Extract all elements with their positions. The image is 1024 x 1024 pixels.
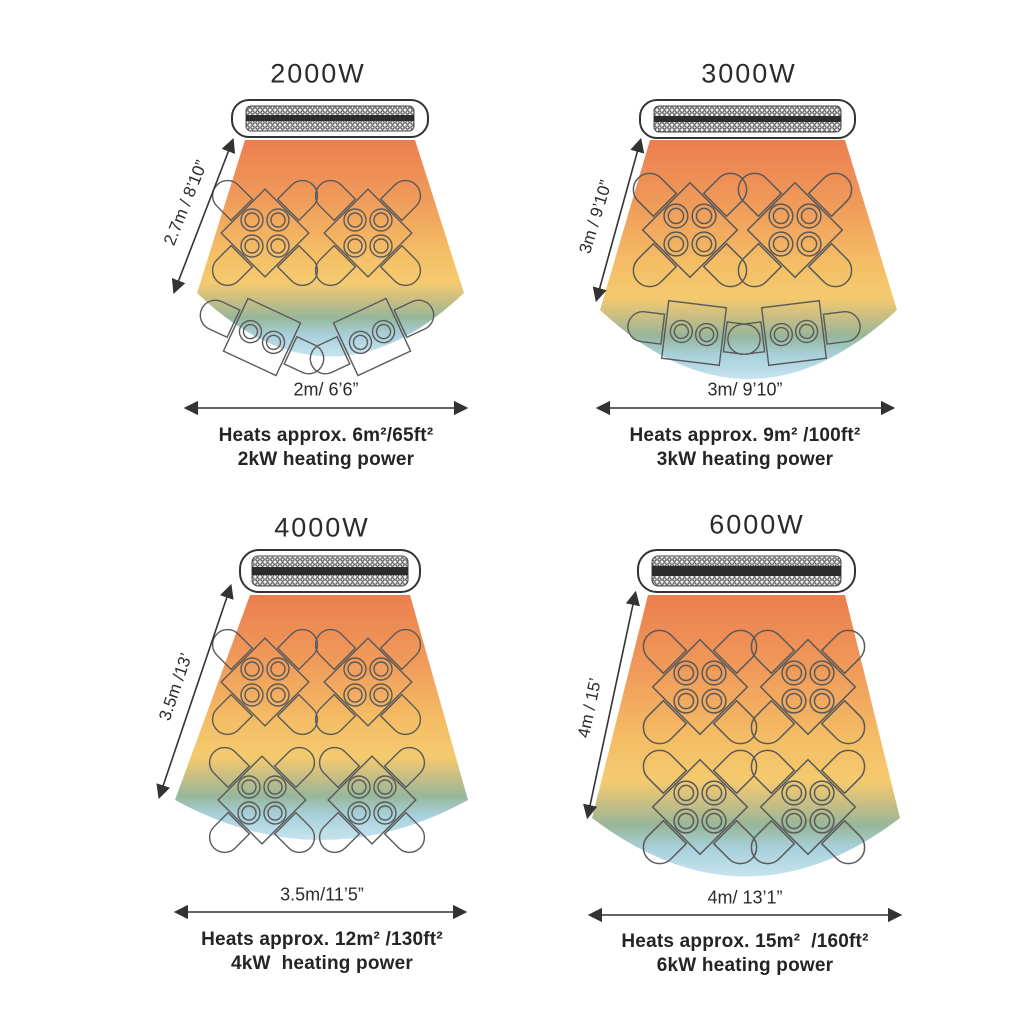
heating-power-label: 2kW heating power [237, 449, 415, 470]
heating-power-label: 4kW heating power [230, 953, 414, 974]
panel-title: 2000W [270, 58, 366, 89]
heats-area-label: Heats approx. 15m² /160ft² [621, 931, 869, 952]
heat-beam [592, 595, 900, 877]
panel-title: 3000W [701, 58, 797, 89]
heater-icon [239, 549, 421, 593]
panel-title: 6000W [709, 509, 805, 540]
heat-beam [197, 140, 464, 357]
width-dimension-label: 4m/ 13’1” [707, 887, 783, 908]
diagonal-dimension-arrow [583, 590, 640, 820]
heater-diagram-2000w [171, 99, 469, 416]
width-dimension-label: 3.5m/11’5” [280, 884, 364, 905]
heat-beam [600, 140, 897, 379]
width-dimension-label: 3m/ 9’10” [707, 379, 783, 400]
heating-power-label: 6kW heating power [656, 955, 834, 976]
panel-2000w: 2000W 2.7m / 8’10” 2m/ 6’6” Heats approx… [0, 0, 512, 512]
diagonal-dimension-arrow [171, 137, 236, 295]
heater-icon [639, 99, 856, 139]
diagonal-dimension-arrow [156, 583, 234, 800]
heater-icon [637, 549, 856, 593]
panel-3000w: 3000W 3m / 9’10” 3m/ 9’10” Heats approx.… [512, 0, 1024, 512]
heats-area-label: Heats approx. 12m² /130ft² [201, 929, 443, 950]
diagonal-dimension-arrow [592, 137, 645, 303]
panel-6000w: 6000W 4m / 15’ 4m/ 13’1” Heats approx. 1… [512, 509, 1024, 1024]
heats-area-label: Heats approx. 9m² /100ft² [629, 425, 861, 446]
heater-diagram-3000w [592, 99, 897, 416]
heater-diagram-4000w [156, 549, 468, 920]
panel-4000w: 4000W 3.5m /13’ 3.5m/11’5” Heats approx.… [0, 512, 512, 1024]
heater-icon [231, 99, 429, 138]
heating-power-label: 3kW heating power [656, 449, 834, 470]
heats-area-label: Heats approx. 6m²/65ft² [218, 425, 434, 446]
width-dimension-label: 2m/ 6’6” [293, 379, 359, 400]
heater-diagram-6000w [583, 549, 903, 923]
panel-title: 4000W [274, 512, 370, 543]
